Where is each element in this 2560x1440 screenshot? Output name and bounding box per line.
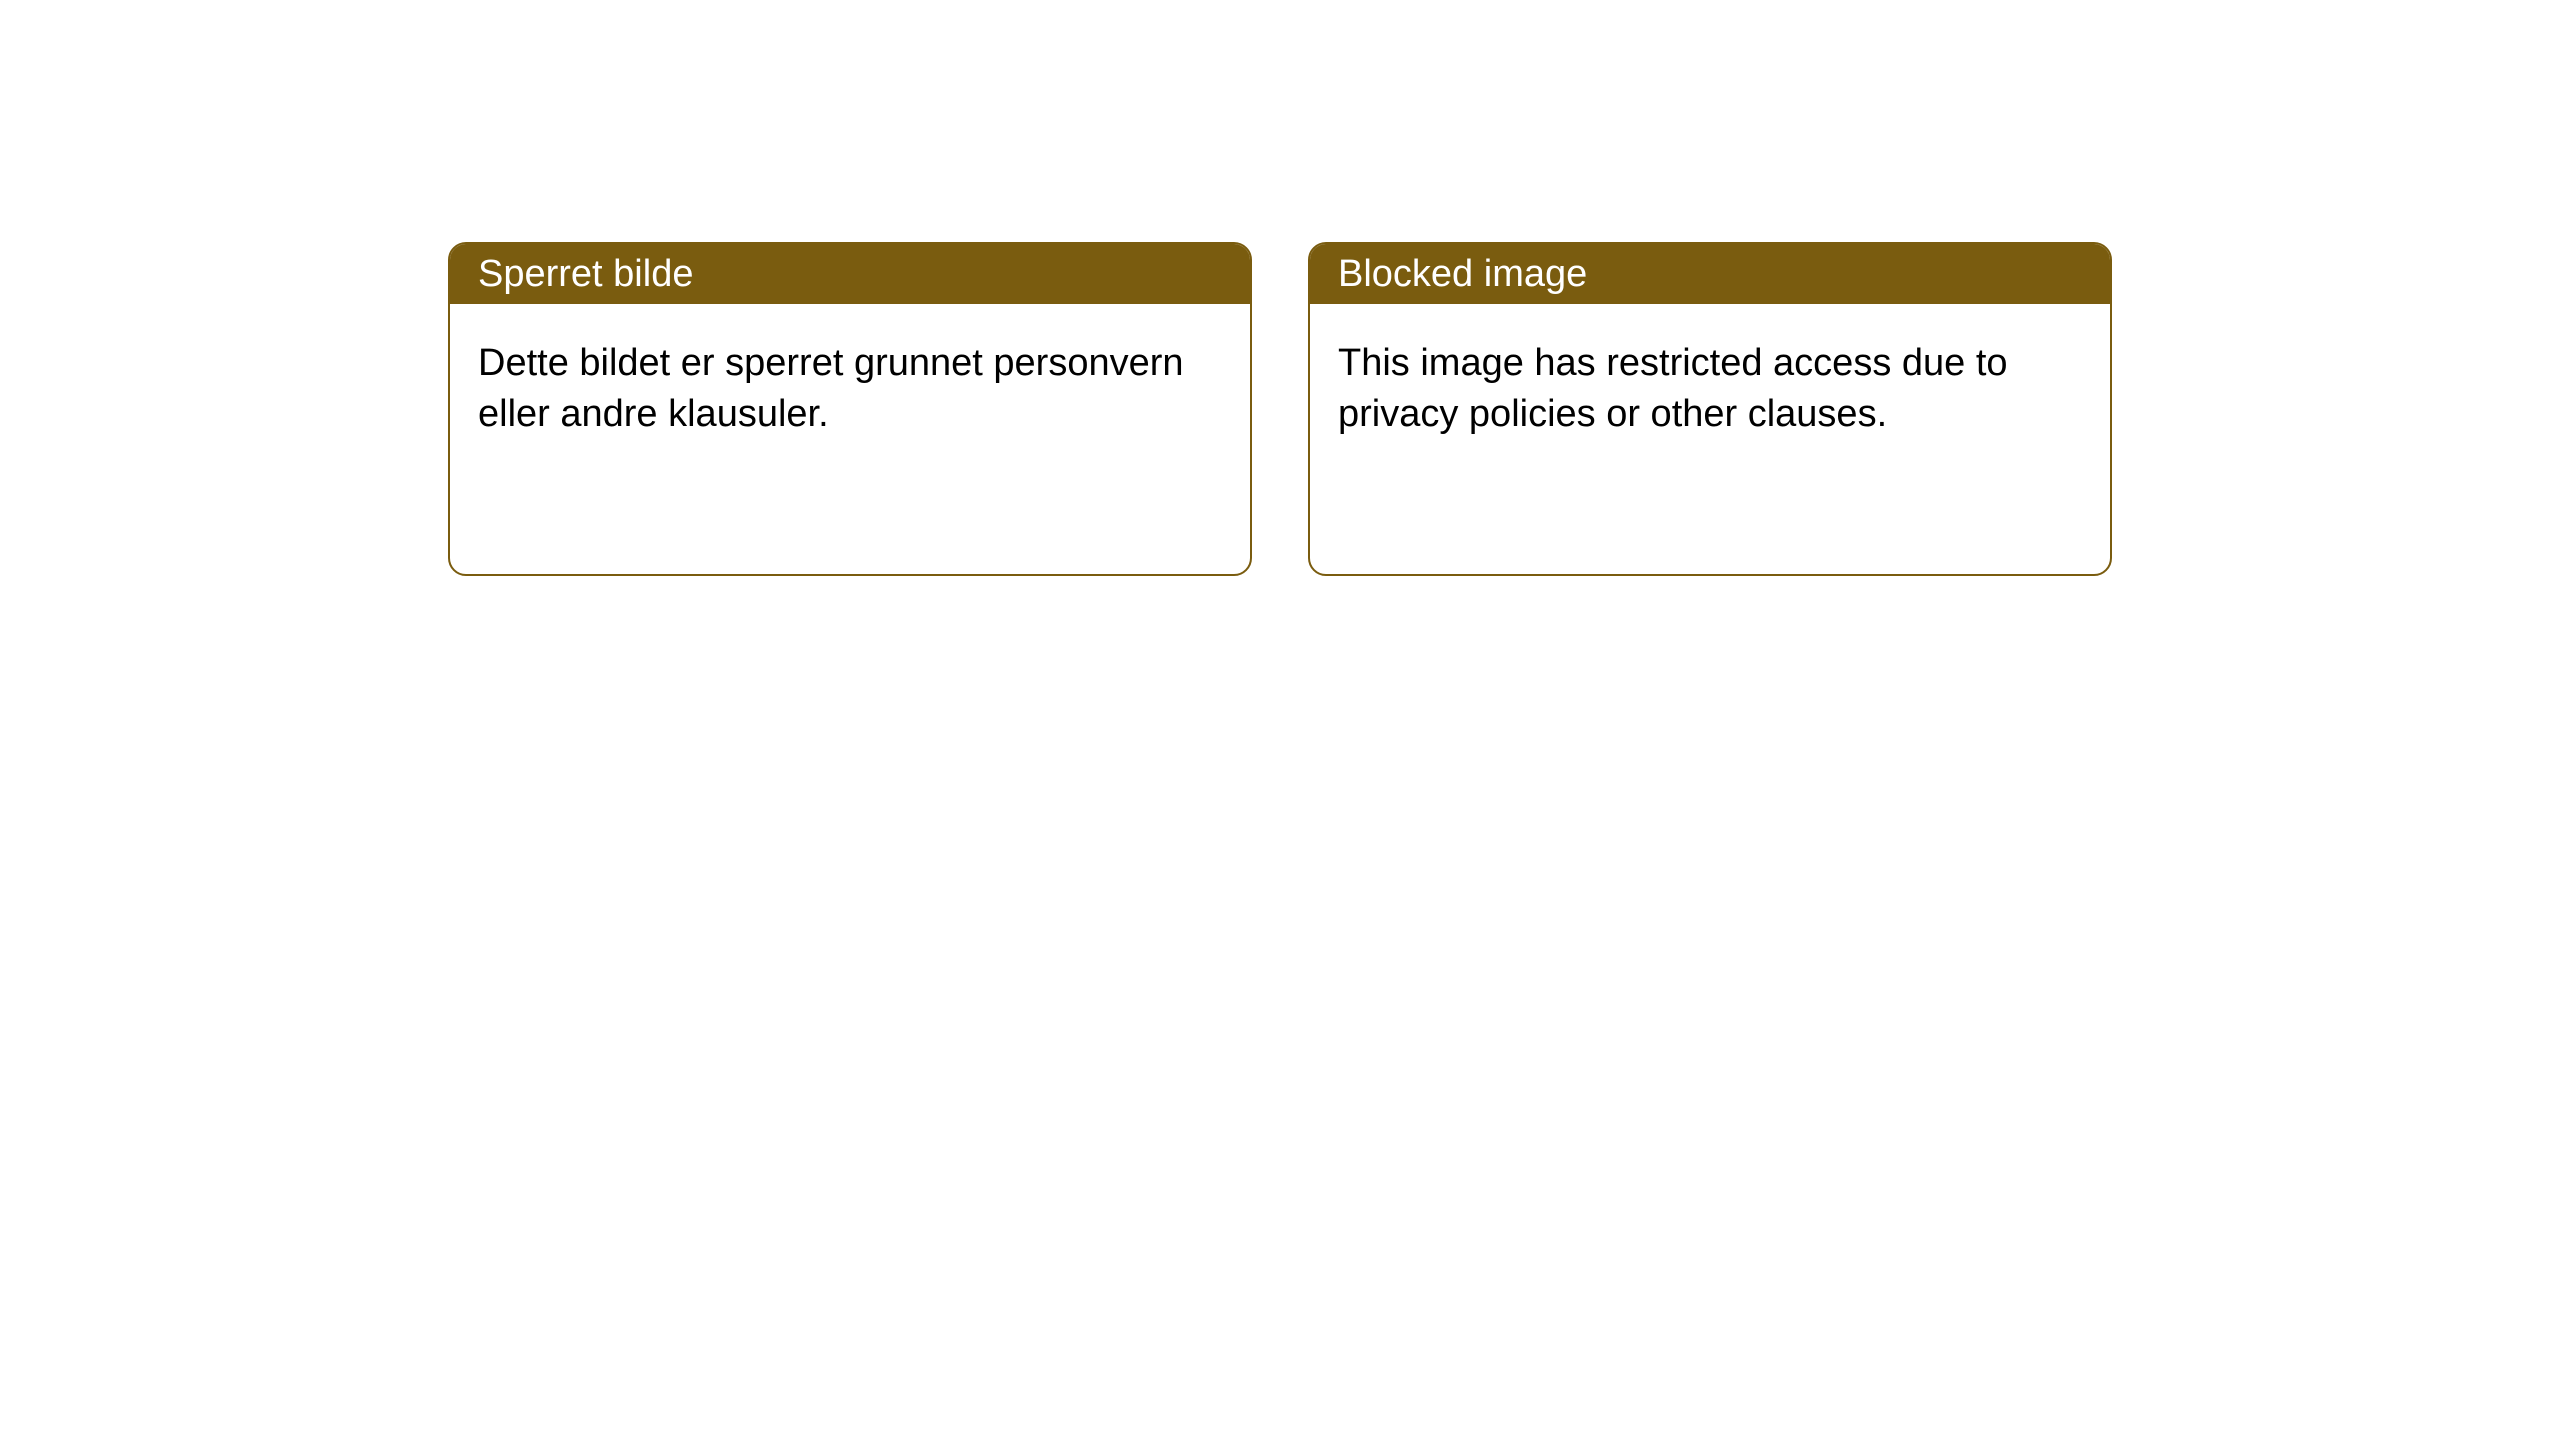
notice-container: Sperret bilde Dette bildet er sperret gr… (0, 0, 2560, 576)
notice-text-norwegian: Dette bildet er sperret grunnet personve… (478, 342, 1184, 435)
notice-title-english: Blocked image (1338, 253, 1587, 296)
notice-header-english: Blocked image (1310, 244, 2110, 304)
notice-box-norwegian: Sperret bilde Dette bildet er sperret gr… (448, 242, 1252, 576)
notice-body-norwegian: Dette bildet er sperret grunnet personve… (450, 304, 1250, 475)
notice-title-norwegian: Sperret bilde (478, 253, 693, 296)
notice-header-norwegian: Sperret bilde (450, 244, 1250, 304)
notice-body-english: This image has restricted access due to … (1310, 304, 2110, 475)
notice-text-english: This image has restricted access due to … (1338, 342, 2008, 435)
notice-box-english: Blocked image This image has restricted … (1308, 242, 2112, 576)
